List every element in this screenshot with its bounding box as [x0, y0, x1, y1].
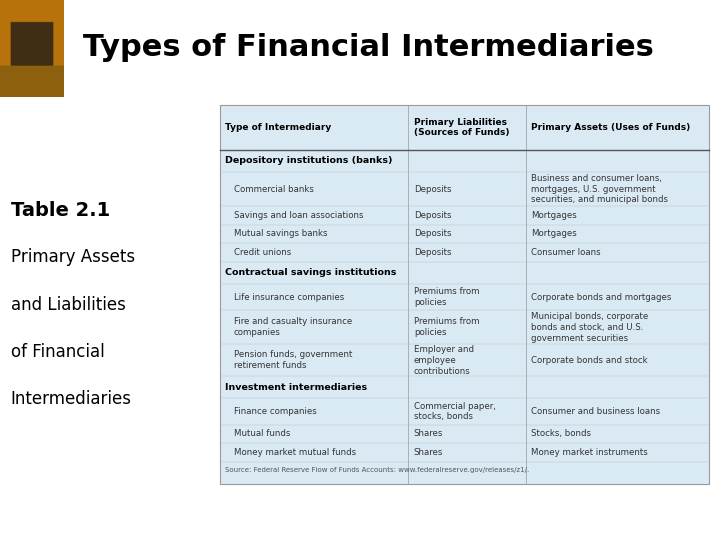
- Text: Fire and casualty insurance
companies: Fire and casualty insurance companies: [234, 318, 352, 338]
- Text: Premiums from
policies: Premiums from policies: [414, 287, 480, 307]
- Text: Life insurance companies: Life insurance companies: [234, 293, 344, 302]
- Text: Depository institutions (banks): Depository institutions (banks): [225, 157, 393, 165]
- Text: Employer and
employee
contributions: Employer and employee contributions: [414, 345, 474, 375]
- Text: Consumer and business loans: Consumer and business loans: [531, 407, 660, 416]
- Text: Mortgages: Mortgages: [531, 211, 577, 220]
- Text: Finance companies: Finance companies: [234, 407, 317, 416]
- Text: Table 2.1: Table 2.1: [11, 201, 110, 220]
- Text: Primary Assets (Uses of Funds): Primary Assets (Uses of Funds): [531, 123, 690, 132]
- Text: Investment intermediaries: Investment intermediaries: [225, 383, 367, 391]
- FancyBboxPatch shape: [220, 105, 709, 484]
- Text: Primary Assets: Primary Assets: [11, 248, 135, 266]
- Text: Pension funds, government
retirement funds: Pension funds, government retirement fun…: [234, 350, 352, 370]
- Text: and Liabilities: and Liabilities: [11, 295, 126, 314]
- Text: Consumer loans: Consumer loans: [531, 248, 601, 257]
- Text: Stocks, bonds: Stocks, bonds: [531, 429, 591, 438]
- Text: Mutual savings banks: Mutual savings banks: [234, 230, 328, 239]
- Text: Corporate bonds and stock: Corporate bonds and stock: [531, 356, 648, 365]
- Text: 2-36: 2-36: [684, 517, 709, 528]
- Text: Municipal bonds, corporate
bonds and stock, and U.S.
government securities: Municipal bonds, corporate bonds and sto…: [531, 312, 649, 342]
- Text: Copyright ©2015 Pearson Education, Ltd. All rights reserved.: Copyright ©2015 Pearson Education, Ltd. …: [11, 517, 353, 528]
- Text: Type of Intermediary: Type of Intermediary: [225, 123, 332, 132]
- Text: Money market mutual funds: Money market mutual funds: [234, 448, 356, 457]
- Text: Deposits: Deposits: [414, 185, 451, 193]
- Text: Deposits: Deposits: [414, 248, 451, 257]
- Text: Shares: Shares: [414, 429, 444, 438]
- Text: Commercial paper,
stocks, bonds: Commercial paper, stocks, bonds: [414, 402, 496, 421]
- Text: Shares: Shares: [414, 448, 444, 457]
- Text: Premiums from
policies: Premiums from policies: [414, 318, 480, 338]
- Text: Intermediaries: Intermediaries: [11, 390, 132, 408]
- Text: Deposits: Deposits: [414, 211, 451, 220]
- Text: Contractual savings institutions: Contractual savings institutions: [225, 268, 397, 278]
- Text: Commercial banks: Commercial banks: [234, 185, 314, 193]
- Text: Business and consumer loans,
mortgages, U.S. government
securities, and municipa: Business and consumer loans, mortgages, …: [531, 174, 668, 204]
- Text: Deposits: Deposits: [414, 230, 451, 239]
- Text: Primary Liabilities
(Sources of Funds): Primary Liabilities (Sources of Funds): [414, 118, 509, 137]
- Text: Credit unions: Credit unions: [234, 248, 292, 257]
- Text: Mortgages: Mortgages: [531, 230, 577, 239]
- Text: Money market instruments: Money market instruments: [531, 448, 648, 457]
- Text: of Financial: of Financial: [11, 343, 104, 361]
- Text: Source: Federal Reserve Flow of Funds Accounts: www.federalreserve.gov/releases/: Source: Federal Reserve Flow of Funds Ac…: [225, 467, 530, 472]
- Text: Corporate bonds and mortgages: Corporate bonds and mortgages: [531, 293, 672, 302]
- Text: Savings and loan associations: Savings and loan associations: [234, 211, 364, 220]
- Text: Mutual funds: Mutual funds: [234, 429, 290, 438]
- Text: Types of Financial Intermediaries: Types of Financial Intermediaries: [83, 33, 654, 62]
